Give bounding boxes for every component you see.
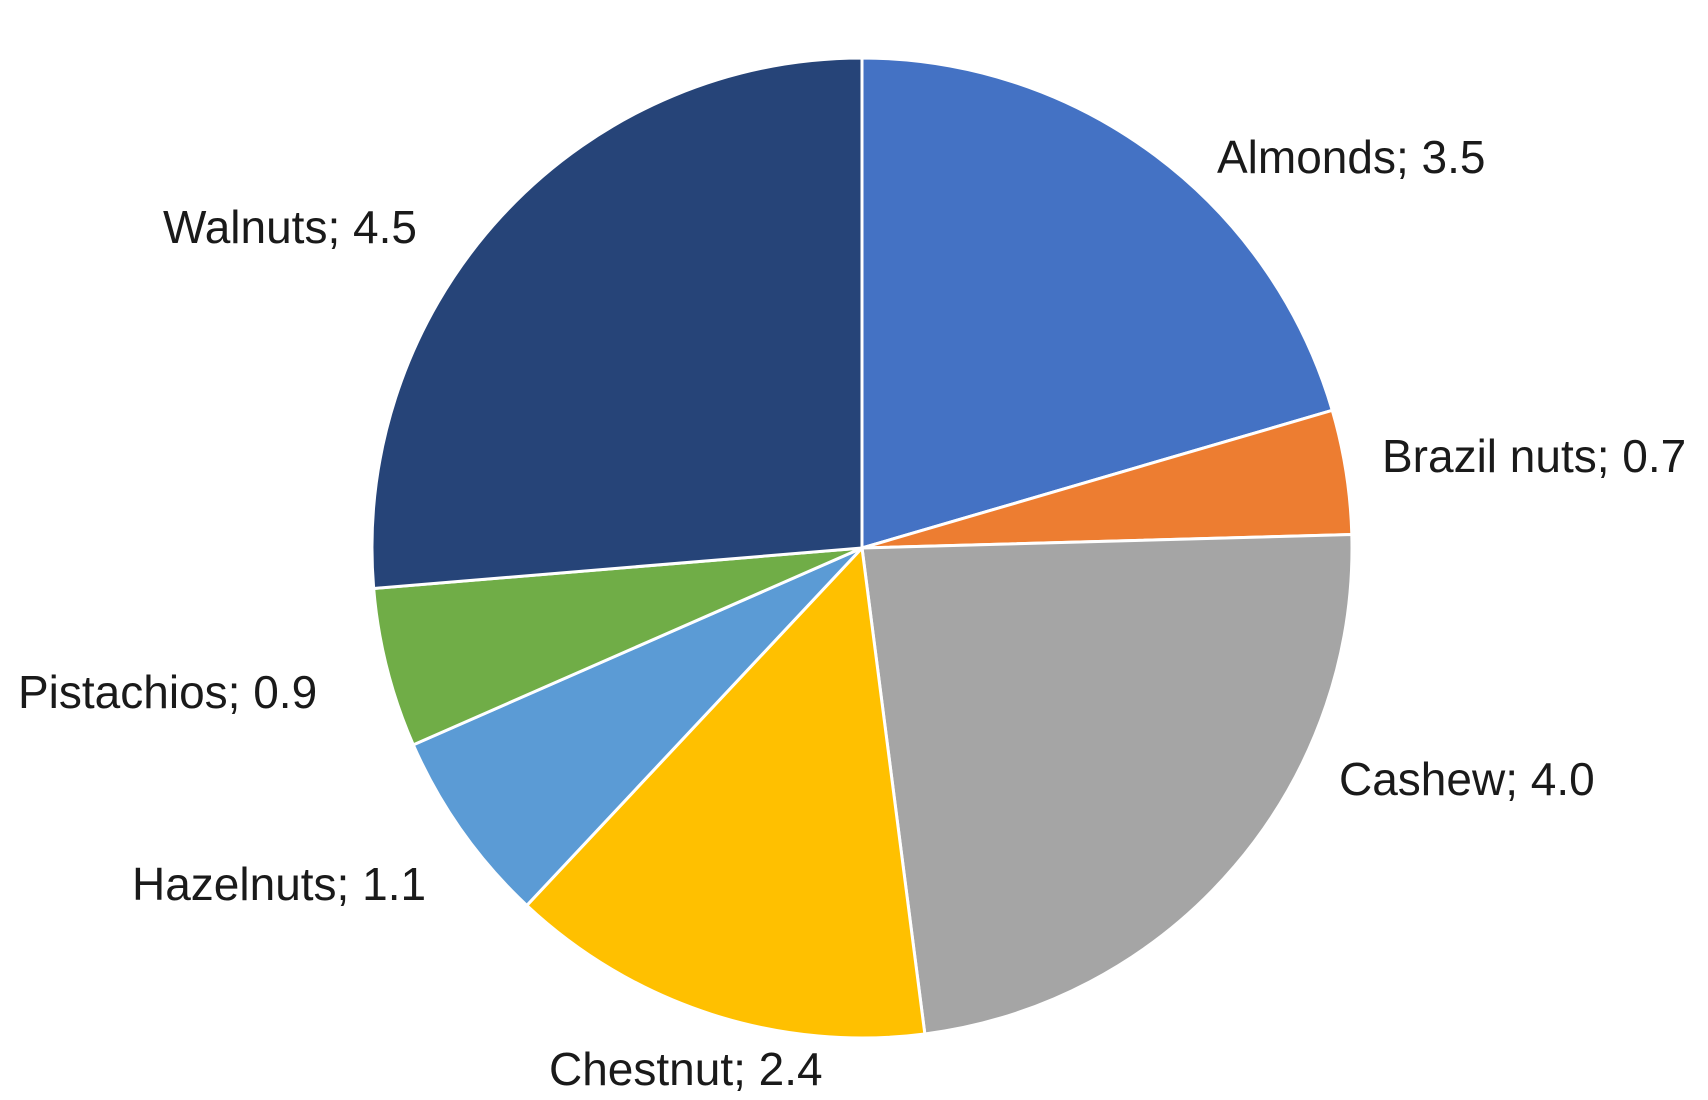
slice-hazelnuts bbox=[411, 546, 864, 908]
slice-cashew bbox=[860, 532, 1354, 1036]
slice-label-brazil-nuts: Brazil nuts; 0.7 bbox=[1382, 430, 1686, 482]
slice-walnuts bbox=[370, 56, 864, 591]
slice-label-cashew: Cashew; 4.0 bbox=[1339, 753, 1595, 805]
slice-label-pistachios: Pistachios; 0.9 bbox=[18, 666, 317, 718]
slices-group bbox=[370, 56, 1354, 1040]
slice-label-hazelnuts: Hazelnuts; 1.1 bbox=[132, 858, 426, 910]
slice-almonds bbox=[860, 56, 1335, 551]
labels-group: Almonds; 3.5 Brazil nuts; 0.7 Cashew; 4.0 C… bbox=[18, 131, 1686, 1095]
slice-label-chestnut: Chestnut; 2.4 bbox=[549, 1043, 823, 1095]
slice-chestnut bbox=[524, 544, 927, 1040]
slice-pistachios bbox=[372, 546, 863, 747]
slice-label-walnuts: Walnuts; 4.5 bbox=[163, 201, 417, 253]
slice-label-almonds: Almonds; 3.5 bbox=[1217, 131, 1485, 183]
